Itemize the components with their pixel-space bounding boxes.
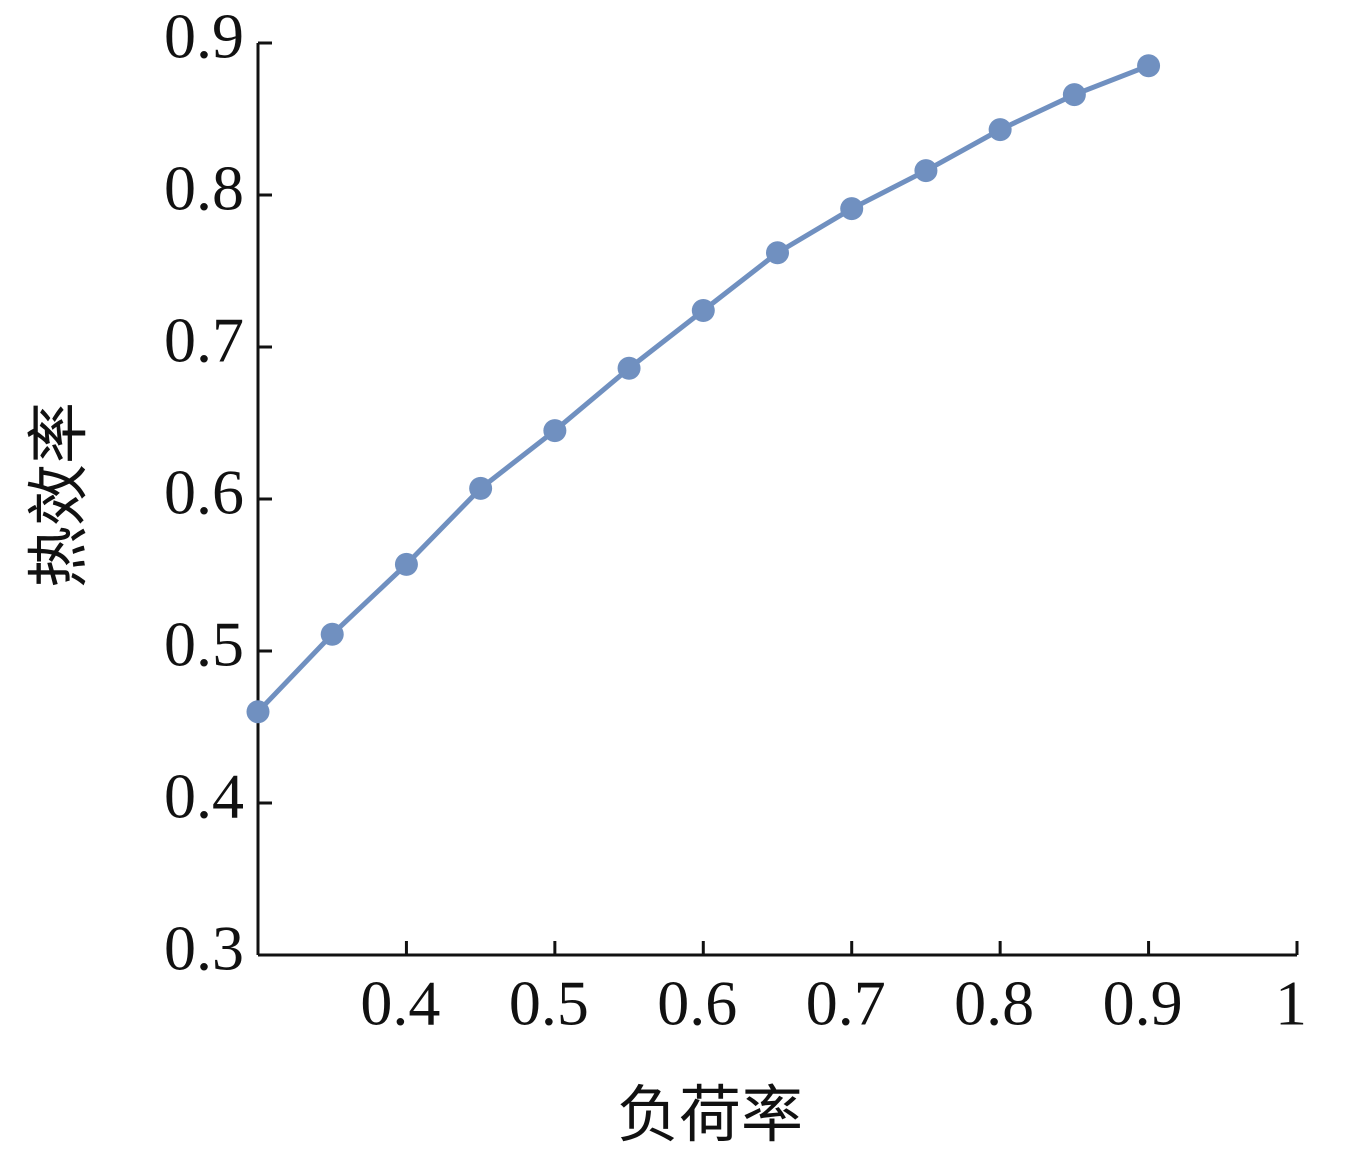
x-tick-label: 1 <box>1275 968 1307 1039</box>
point <box>988 118 1012 142</box>
point <box>914 159 938 183</box>
x-tick-label: 0.7 <box>806 968 886 1039</box>
point <box>246 700 270 724</box>
y-tick-label: 0.4 <box>164 761 244 832</box>
x-tick-label: 0.8 <box>954 968 1034 1039</box>
y-tick-label: 0.3 <box>164 913 244 984</box>
y-tick-label: 0.6 <box>164 457 244 528</box>
point <box>320 622 344 646</box>
y-tick-label: 0.8 <box>164 153 244 224</box>
point <box>543 419 567 443</box>
point <box>1062 83 1086 107</box>
point <box>691 299 715 323</box>
y-tick-label: 0.5 <box>164 609 244 680</box>
series-line <box>256 63 1150 714</box>
point <box>1137 54 1161 78</box>
y-tick-label: 0.9 <box>164 1 244 72</box>
point <box>766 241 789 265</box>
y-tick-label: 0.7 <box>164 305 244 376</box>
point <box>617 356 641 380</box>
x-axis-title: 负荷率 <box>617 1082 803 1150</box>
x-tick-label: 0.4 <box>360 968 440 1039</box>
point <box>394 552 418 576</box>
point <box>840 197 864 221</box>
x-tick-label: 0.9 <box>1103 968 1183 1039</box>
x-tick-label: 0.5 <box>509 968 589 1039</box>
point <box>469 476 493 500</box>
y-axis-title: 热效率 <box>26 402 94 588</box>
x-tick-label: 0.6 <box>657 968 737 1039</box>
